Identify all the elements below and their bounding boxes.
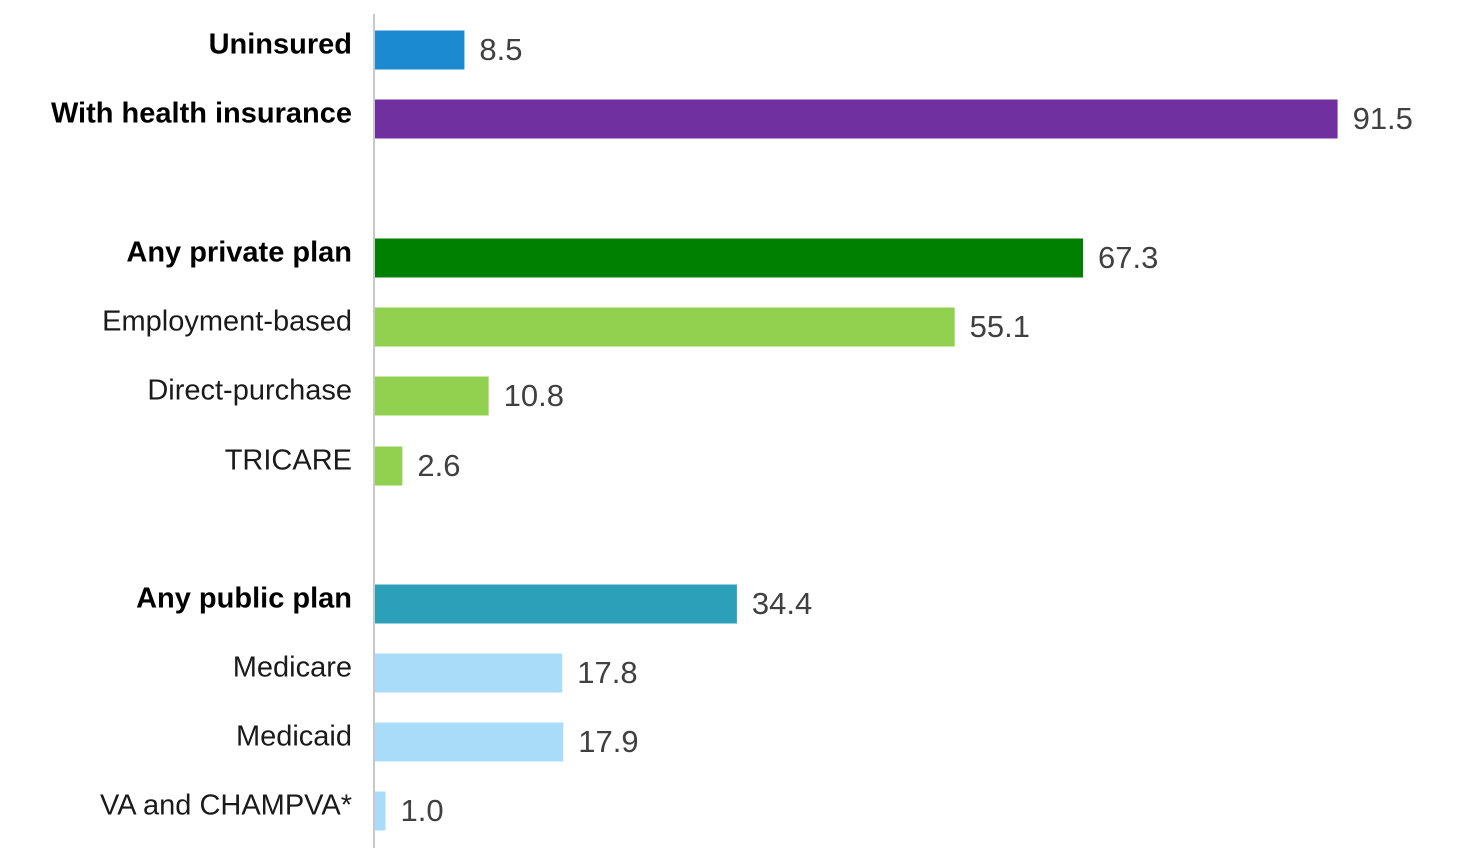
- bar-any-public-plan: [375, 584, 737, 624]
- category-label-medicaid: Medicaid: [236, 721, 352, 753]
- category-label-employment-based: Employment-based: [102, 306, 352, 338]
- value-label-any-public-plan: 34.4: [752, 586, 812, 621]
- value-label-with-health-insurance: 91.5: [1353, 101, 1413, 136]
- bar-any-private-plan: [375, 238, 1083, 278]
- category-label-direct-purchase: Direct-purchase: [147, 375, 352, 407]
- category-label-any-private-plan: Any private plan: [126, 237, 352, 269]
- bars-group: [375, 30, 1338, 831]
- value-label-tricare: 2.6: [417, 448, 460, 483]
- category-label-va-and-champva: VA and CHAMPVA*: [100, 790, 352, 822]
- bar-medicare: [375, 653, 563, 693]
- bar-uninsured: [375, 30, 465, 70]
- value-label-uninsured: 8.5: [479, 32, 522, 67]
- category-label-medicare: Medicare: [233, 652, 352, 684]
- category-label-uninsured: Uninsured: [209, 29, 352, 61]
- labels-group: Uninsured 8.5 With health insurance 91.5 Any…: [51, 29, 1413, 829]
- value-label-employment-based: 55.1: [970, 309, 1030, 344]
- category-label-with-health-insurance: With health insurance: [51, 98, 352, 130]
- value-label-any-private-plan: 67.3: [1098, 240, 1158, 275]
- value-label-direct-purchase: 10.8: [504, 378, 564, 413]
- bar-va-and-champva: [375, 791, 386, 831]
- bar-direct-purchase: [375, 376, 489, 416]
- value-label-medicaid: 17.9: [578, 724, 638, 759]
- value-label-medicare: 17.8: [577, 655, 637, 690]
- category-label-any-public-plan: Any public plan: [136, 583, 352, 615]
- bar-tricare: [375, 446, 403, 486]
- category-label-tricare: TRICARE: [225, 445, 352, 477]
- bar-employment-based: [375, 307, 955, 347]
- bar-with-health-insurance: [375, 99, 1338, 139]
- value-label-va-and-champva: 1.0: [401, 793, 444, 828]
- bar-medicaid: [375, 722, 564, 762]
